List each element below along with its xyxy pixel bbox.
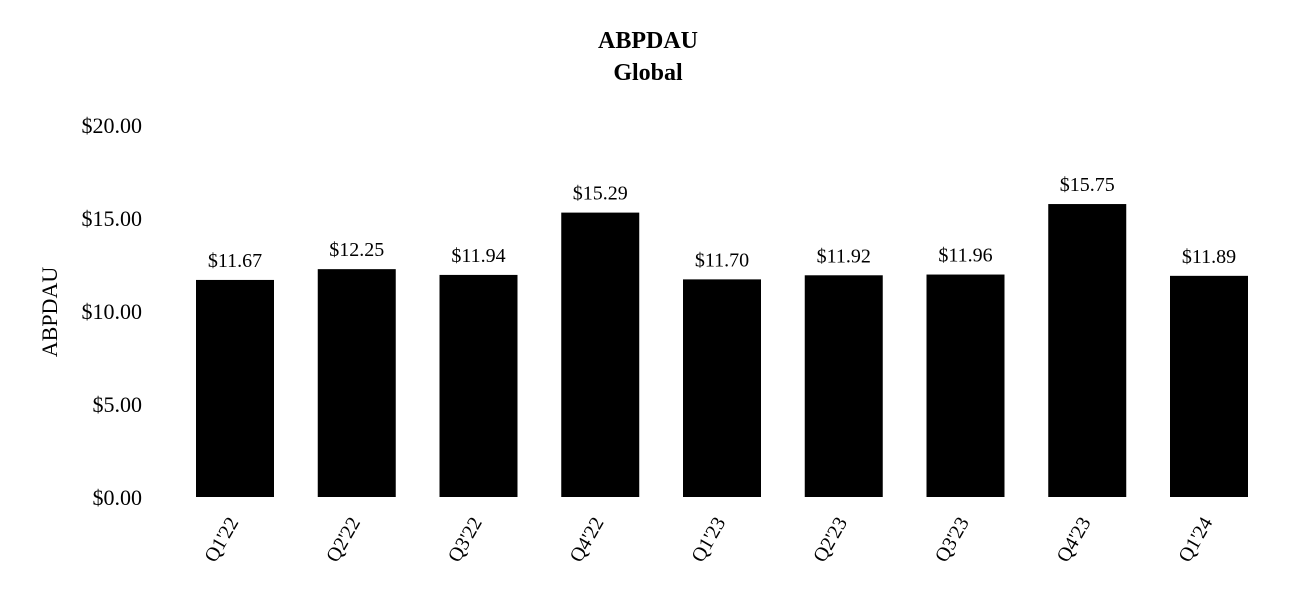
x-axis-ticks: Q1'22 Q2'22 Q3'22 Q4'22 Q1'23 Q2'23 Q3'23 Q4'23… [200, 514, 1217, 567]
x-tick-label: Q2'23 [809, 514, 852, 567]
bar [1170, 275, 1248, 497]
x-tick-label: Q1'22 [200, 514, 243, 567]
chart-title: ABPDAU [598, 28, 698, 54]
data-label: $11.67 [208, 250, 262, 272]
x-tick-label: Q4'22 [566, 514, 609, 567]
bar [561, 212, 640, 497]
x-tick-label: Q1'23 [687, 514, 730, 567]
bars [196, 204, 1248, 498]
bar [804, 275, 883, 497]
y-tick-label: $5.00 [93, 392, 143, 417]
data-label: $11.94 [451, 245, 505, 267]
x-tick-label: Q3'22 [444, 514, 487, 567]
y-tick-label: $0.00 [93, 485, 143, 510]
data-label: $11.89 [1182, 246, 1236, 268]
x-tick-label: Q1'24 [1174, 514, 1217, 567]
y-tick-label: $20.00 [82, 113, 143, 138]
data-label: $11.96 [938, 245, 992, 267]
bar [926, 274, 1005, 497]
x-tick-label: Q3'23 [931, 514, 974, 567]
x-tick-label: Q4'23 [1053, 514, 1096, 567]
data-label: $15.75 [1060, 174, 1115, 196]
bar [317, 269, 396, 497]
y-axis-ticks: $0.00 $5.00 $10.00 $15.00 $20.00 [82, 113, 143, 510]
data-label: $12.25 [329, 239, 384, 261]
chart-subtitle: Global [613, 60, 683, 86]
bar [1048, 204, 1127, 498]
bar [439, 274, 518, 497]
bar [683, 279, 761, 497]
y-tick-label: $10.00 [82, 299, 143, 324]
bar [196, 279, 274, 497]
y-axis-label: ABPDAU [37, 267, 62, 358]
data-label: $11.92 [817, 245, 871, 267]
data-label: $15.29 [573, 183, 628, 205]
data-label: $11.70 [695, 249, 749, 271]
data-labels: $11.67 $12.25 $11.94 $15.29 $11.70 $11.92 $11.… [208, 174, 1236, 272]
x-tick-label: Q2'22 [322, 514, 365, 567]
y-tick-label: $15.00 [82, 206, 143, 231]
